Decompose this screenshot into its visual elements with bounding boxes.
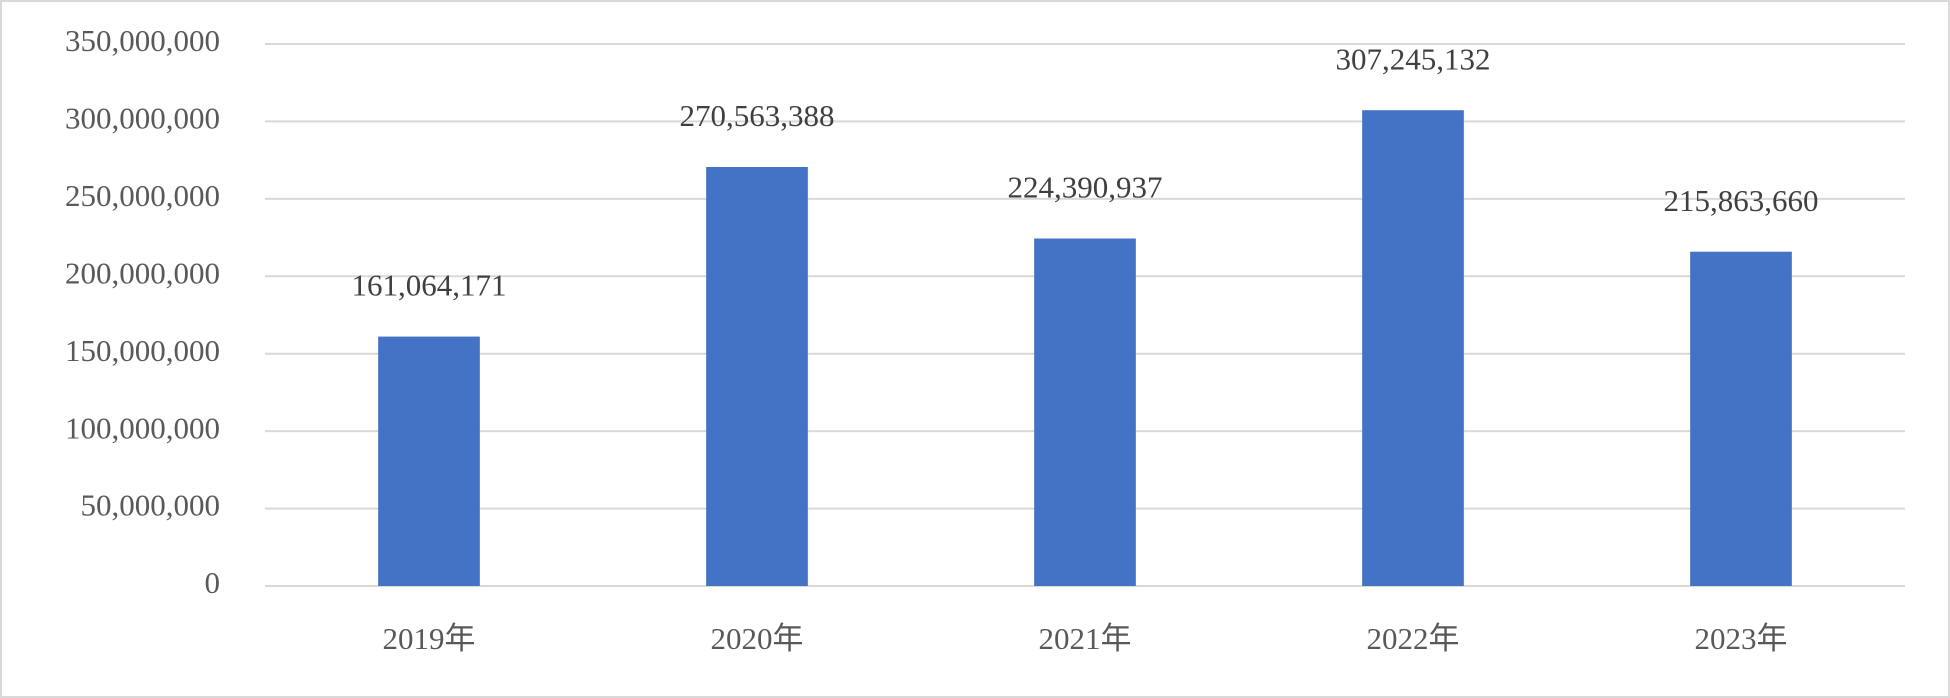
y-tick-label: 150,000,000	[65, 333, 220, 368]
x-tick-label: 2021年	[1039, 621, 1132, 656]
data-label: 307,245,132	[1336, 41, 1491, 76]
x-tick-label: 2022年	[1367, 621, 1460, 656]
bar	[378, 336, 480, 586]
y-tick-label: 100,000,000	[65, 410, 220, 445]
data-label: 215,863,660	[1664, 183, 1819, 218]
y-tick-label: 350,000,000	[65, 23, 220, 58]
y-tick-label: 50,000,000	[81, 488, 221, 523]
bar	[1362, 110, 1464, 586]
y-tick-label: 300,000,000	[65, 101, 220, 136]
x-tick-label: 2020年	[711, 621, 804, 656]
y-tick-label: 250,000,000	[65, 178, 220, 213]
bar	[1690, 251, 1792, 586]
y-tick-label: 200,000,000	[65, 255, 220, 290]
bar	[1034, 238, 1136, 587]
x-tick-label: 2023年	[1695, 621, 1788, 656]
x-tick-label: 2019年	[383, 621, 476, 656]
data-label: 161,064,171	[352, 268, 507, 303]
y-tick-label: 0	[205, 565, 221, 600]
bar	[706, 167, 808, 586]
data-label: 270,563,388	[680, 98, 835, 133]
data-label: 224,390,937	[1008, 170, 1163, 205]
